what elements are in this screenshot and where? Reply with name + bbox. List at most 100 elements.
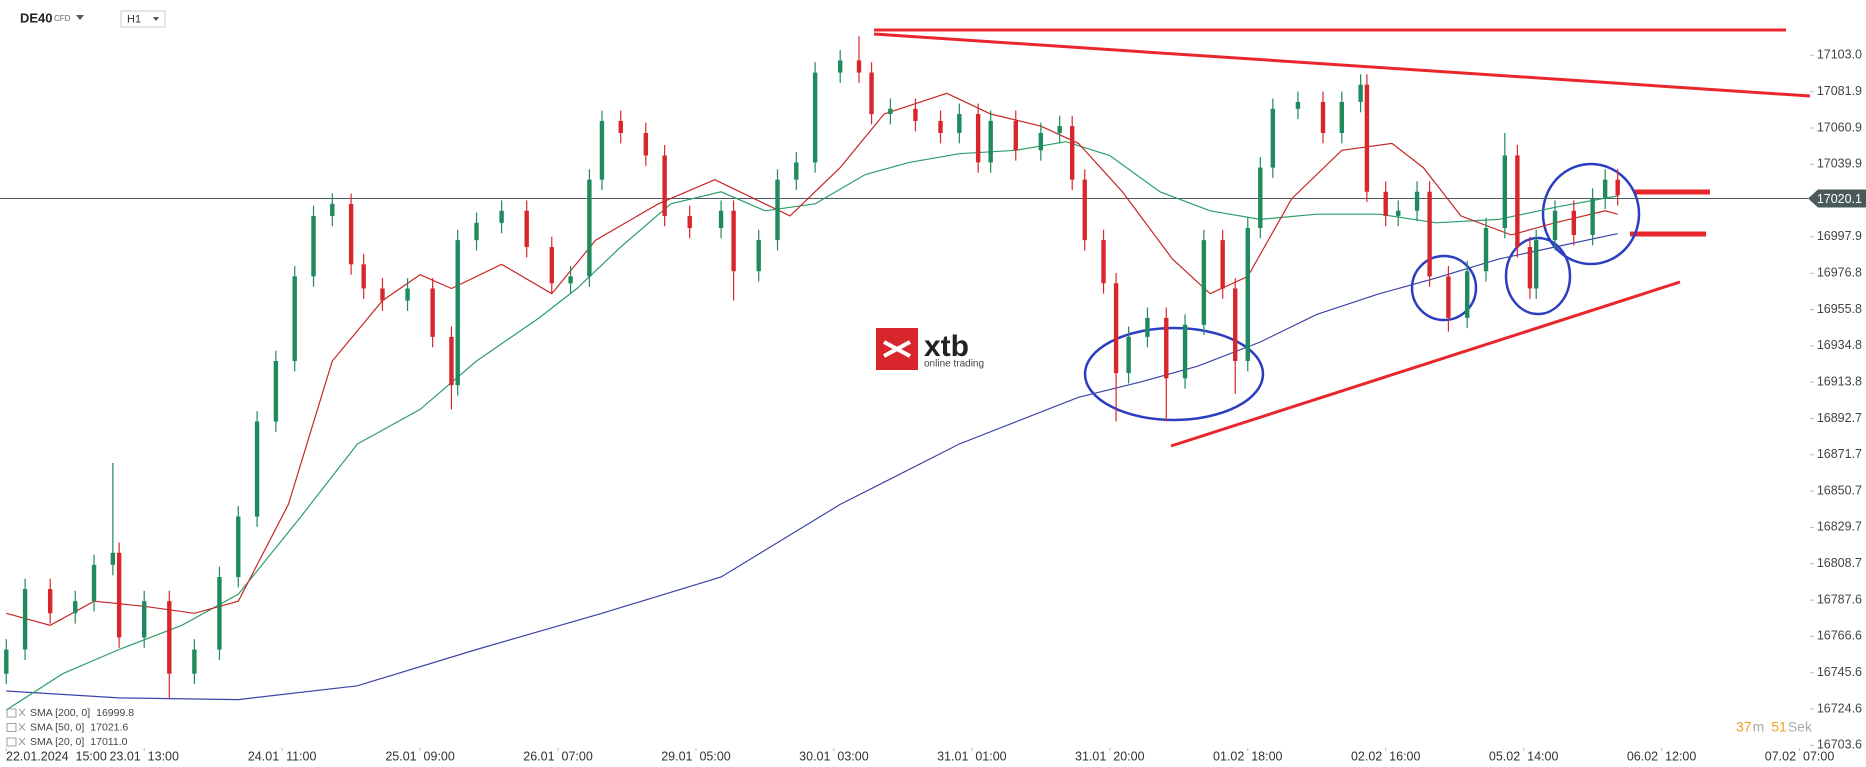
candle-body (1396, 210, 1401, 216)
candle-body (1465, 271, 1470, 318)
candle-body (47, 589, 53, 614)
candle-body (913, 108, 918, 121)
candle-body (957, 114, 962, 134)
candle-body (888, 108, 893, 115)
countdown-value: 37 (1736, 719, 1752, 735)
trend-line-up (1170, 280, 1681, 448)
candle-body (1602, 179, 1608, 199)
legend-value: 17021.6 (90, 721, 128, 733)
highlight-ellipse (1410, 254, 1478, 322)
x-tick-label: 31.01 01:00 (937, 749, 1007, 763)
candle-body (1339, 101, 1345, 134)
candle-body (1245, 228, 1250, 362)
y-tick-label: 16892.7 (1817, 411, 1862, 425)
candle-body (1483, 228, 1489, 272)
highlight-ellipse (1541, 162, 1641, 266)
candle-body (718, 210, 724, 229)
legend-value: 16999.8 (96, 707, 134, 719)
candle-body (856, 60, 862, 73)
candle-body (254, 421, 260, 517)
y-tick-label: 17039.9 (1817, 157, 1862, 171)
candle-body (568, 276, 573, 284)
candle-body (142, 601, 147, 638)
candle-body (91, 564, 97, 602)
symbol-dropdown[interactable] (76, 15, 84, 20)
candle-body (524, 210, 529, 248)
candle-body (1057, 126, 1062, 134)
y-tick-label: 16976.8 (1817, 266, 1862, 280)
candle-body (1164, 317, 1169, 379)
candle-body (217, 576, 222, 650)
y-tick-label: 16745.6 (1817, 665, 1862, 679)
candle-body (1358, 84, 1363, 102)
candle-body (1013, 120, 1018, 151)
legend-icon (6, 723, 17, 732)
candle-body (869, 72, 874, 115)
y-tick-label: 16787.6 (1817, 592, 1862, 606)
y-tick-label: 16724.6 (1817, 701, 1862, 715)
candle-body (1427, 191, 1432, 277)
legend-name: SMA [20, 0] (30, 736, 84, 748)
candle-body (1126, 336, 1131, 374)
symbol: DE40 (20, 10, 53, 25)
candle-body (1113, 283, 1119, 374)
y-tick-label: 16871.7 (1817, 447, 1862, 461)
logo-tagline: online trading (924, 359, 984, 370)
logo-brand: xtb (924, 330, 969, 363)
y-tick-label: 16850.7 (1817, 483, 1862, 497)
candle-body (380, 288, 385, 301)
legend-icon (6, 708, 17, 718)
legend-icon (6, 737, 17, 747)
candle-body (1527, 247, 1533, 289)
candle-body (1233, 288, 1238, 362)
x-tick-label: 02.02 16:00 (1351, 749, 1421, 763)
candle-body (474, 222, 479, 241)
candle-body (587, 179, 592, 277)
y-tick-label: 17081.9 (1817, 84, 1862, 98)
x-tick-label: 31.01 20:00 (1075, 749, 1145, 763)
countdown-value: 51 (1771, 719, 1787, 735)
candle-body (1258, 167, 1263, 229)
x-tick-label: 07.02 07:00 (1765, 749, 1835, 763)
candle-body (1295, 101, 1301, 109)
candle-body (756, 240, 761, 272)
candle-body (775, 179, 780, 241)
legend-name: SMA [50, 0] (30, 721, 84, 733)
timeframe: H1 (127, 13, 141, 25)
x-tick-label: 26.01 07:00 (523, 749, 593, 763)
logo: xtb online trading (876, 328, 984, 370)
candle-body (449, 336, 454, 386)
candle-body (1320, 101, 1326, 134)
x-tick-label: 30.01 03:00 (799, 749, 869, 763)
x-tick-label: 06.02 12:00 (1627, 749, 1697, 763)
candle-body (1590, 198, 1595, 235)
candle-body (311, 215, 316, 277)
highlight-ellipse (1504, 236, 1572, 316)
candle-body (988, 120, 993, 163)
sma-line (5, 141, 1618, 711)
candle-body (1220, 240, 1225, 289)
legend-icon-x (18, 708, 26, 717)
candle-body (1101, 240, 1106, 284)
candle-body (236, 516, 241, 577)
legend-icon-x (18, 737, 26, 746)
trend-line-down (873, 32, 1811, 98)
candle-body (1552, 210, 1558, 241)
candle-body (430, 288, 435, 337)
candle-body (1383, 191, 1388, 216)
candle-body (73, 601, 78, 614)
x-tick-label: 22.01.2024 15:00 (6, 749, 107, 763)
legend-value: 17011.0 (90, 736, 127, 748)
y-tick-label: 16829.7 (1817, 520, 1862, 534)
highlight-ellipse (1083, 326, 1265, 422)
candle-body (1515, 155, 1520, 248)
timeframe-dropdown (153, 17, 159, 21)
candle-body (348, 203, 354, 265)
candle-body (455, 240, 460, 386)
timeframe-box[interactable] (120, 10, 166, 28)
candle-body (549, 247, 554, 284)
header: DE40 CFD H1 (20, 10, 166, 28)
x-tick-label: 29.01 05:00 (661, 749, 731, 763)
